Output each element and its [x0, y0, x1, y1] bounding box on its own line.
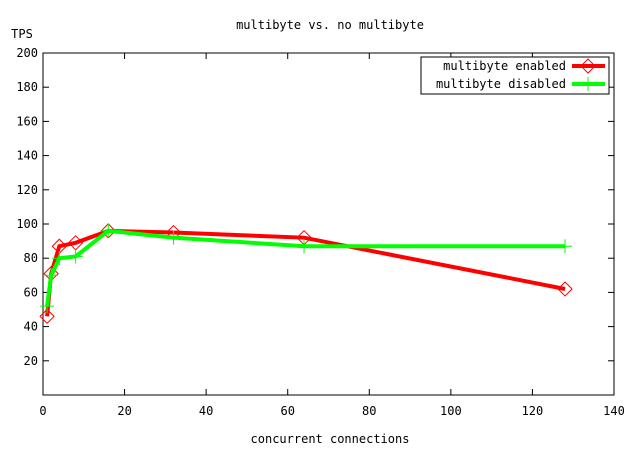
plus-marker — [68, 249, 83, 264]
y-tick-label: 80 — [24, 251, 38, 265]
x-axis-label: concurrent connections — [251, 432, 410, 446]
legend-marker — [580, 58, 596, 74]
legend-label: multibyte disabled — [436, 77, 566, 91]
series-layer — [39, 223, 573, 325]
x-tick-label: 80 — [362, 404, 376, 418]
plus-marker — [166, 230, 181, 245]
diamond-marker — [557, 281, 573, 297]
y-axis-label: TPS — [11, 27, 33, 41]
x-tick-label: 100 — [440, 404, 462, 418]
y-tick-label: 20 — [24, 354, 38, 368]
y-tick-label: 200 — [16, 46, 38, 60]
x-axis: 0 20 40 60 80 100 120 140 — [39, 53, 625, 418]
legend: multibyte enabled multibyte disabled — [420, 56, 610, 95]
series-1 — [39, 223, 573, 325]
legend-marker — [581, 77, 595, 91]
x-tick-label: 60 — [280, 404, 294, 418]
plot-frame — [42, 52, 615, 396]
plus-marker — [558, 239, 573, 254]
y-tick-label: 140 — [16, 149, 38, 163]
series-2 — [40, 223, 573, 314]
y-tick-label: 180 — [16, 80, 38, 94]
y-tick-label: 40 — [24, 320, 38, 334]
diamond-marker — [39, 308, 55, 325]
plus-marker — [297, 239, 312, 254]
y-tick-label: 60 — [24, 285, 38, 299]
y-tick-label: 160 — [16, 114, 38, 128]
x-tick-label: 20 — [117, 404, 131, 418]
x-tick-label: 120 — [522, 404, 544, 418]
plus-marker — [44, 268, 59, 283]
series-line — [45, 228, 566, 307]
y-tick-label: 120 — [16, 183, 38, 197]
plus-marker — [101, 223, 116, 238]
plus-marker — [40, 299, 55, 314]
x-tick-label: 40 — [199, 404, 213, 418]
series-line — [45, 228, 566, 317]
plus-marker — [52, 251, 67, 266]
x-tick-label: 0 — [39, 404, 46, 418]
chart-title: multibyte vs. no multibyte — [236, 18, 424, 32]
legend-box — [420, 56, 610, 95]
x-tick-label: 140 — [603, 404, 625, 418]
y-axis: 20 40 60 80 100 120 140 160 180 200 — [16, 46, 614, 368]
legend-label: multibyte enabled — [443, 59, 566, 73]
y-tick-label: 100 — [16, 217, 38, 231]
